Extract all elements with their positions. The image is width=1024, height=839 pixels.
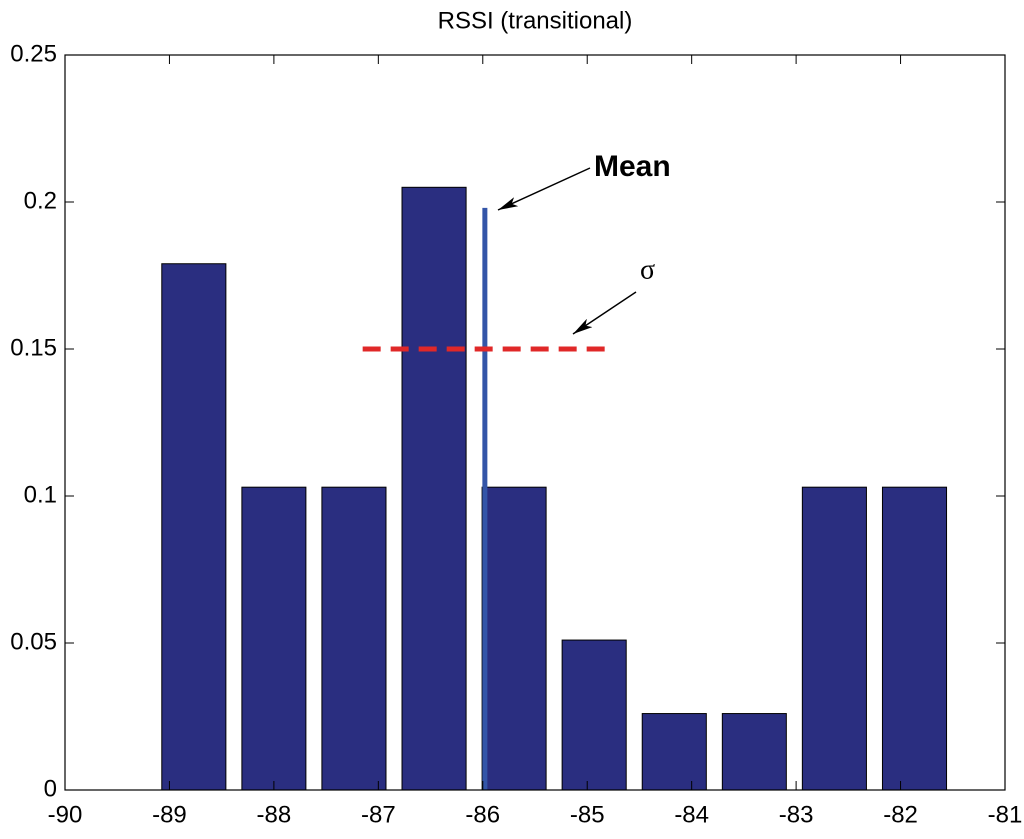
x-tick-label: -86 [465, 801, 500, 828]
mean-arrow [497, 167, 591, 211]
y-tick-label: 0.1 [24, 481, 57, 508]
x-tick-label: -83 [779, 801, 814, 828]
x-tick-label: -81 [988, 801, 1023, 828]
x-tick-label: -84 [674, 801, 709, 828]
y-tick-label: 0.2 [24, 187, 57, 214]
sigma-label: σ [640, 254, 655, 285]
y-tick-label: 0 [44, 775, 57, 802]
bar [241, 486, 307, 791]
y-tick-label: 0.15 [10, 334, 57, 361]
x-tick-label: -85 [570, 801, 605, 828]
bar [481, 486, 547, 791]
y-tick-label: 0.05 [10, 628, 57, 655]
sigma-arrow [572, 291, 637, 335]
y-tick-label: 0.25 [10, 40, 57, 67]
chart-title: RSSI (transitional) [438, 7, 633, 34]
x-tick-label: -88 [257, 801, 292, 828]
mean-label: Mean [594, 150, 671, 183]
bar [641, 713, 707, 791]
x-tick-label: -89 [152, 801, 187, 828]
bar [721, 713, 787, 791]
x-tick-label: -90 [48, 801, 83, 828]
bar [161, 263, 227, 791]
bar [401, 186, 467, 791]
bar [881, 486, 948, 791]
bar [561, 639, 627, 791]
x-tick-label: -82 [883, 801, 918, 828]
plot-area [161, 186, 948, 791]
axes-box [64, 54, 1006, 791]
x-tick-label: -87 [361, 801, 396, 828]
bar [801, 486, 867, 791]
bar [321, 486, 387, 791]
